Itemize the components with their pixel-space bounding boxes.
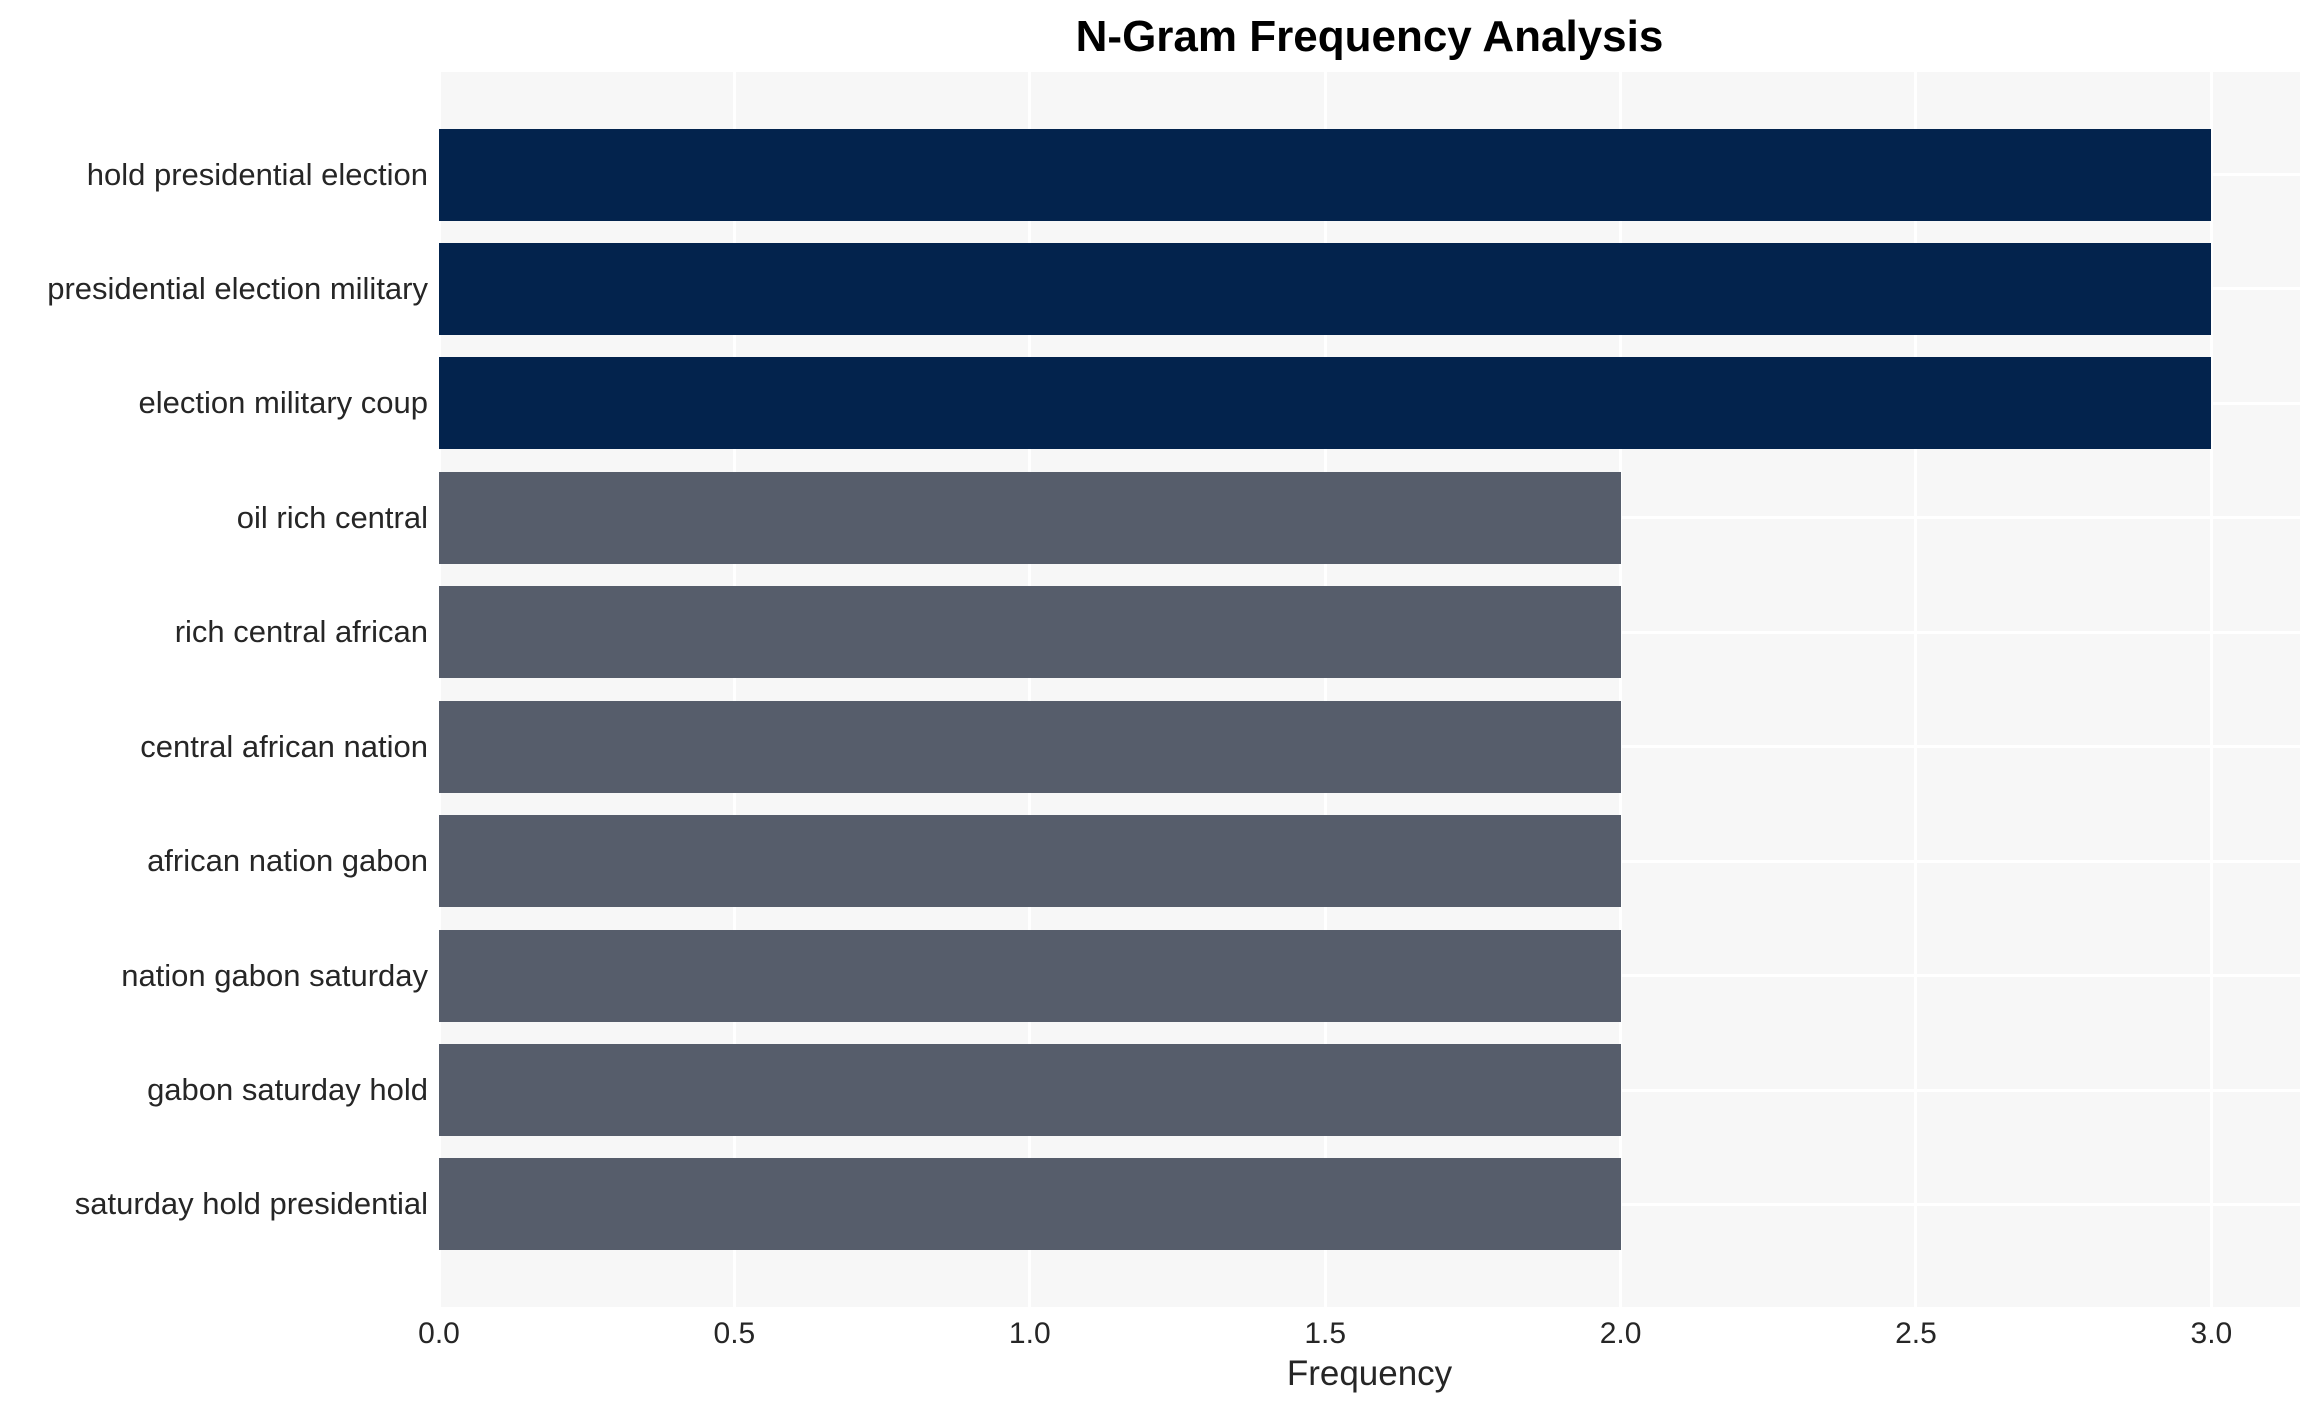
x-tick-label: 3.0	[2190, 1317, 2233, 1350]
y-tick-label: rich central african	[174, 614, 428, 650]
v-gridline	[732, 72, 736, 1307]
plot-area	[437, 72, 2300, 1307]
chart-title: N-Gram Frequency Analysis	[1075, 12, 1664, 61]
y-tick-label: hold presidential election	[86, 156, 428, 192]
y-tick-label: saturday hold presidential	[74, 1186, 428, 1222]
y-tick-label: presidential election military	[47, 270, 428, 306]
x-axis-title: Frequency	[1286, 1354, 1453, 1393]
v-gridline	[437, 72, 441, 1307]
x-tick-label: 0.5	[713, 1317, 756, 1350]
bar-hold-presidential-election	[439, 128, 2212, 221]
bar-nation-gabon-saturday	[439, 929, 1621, 1022]
y-tick-label: central african nation	[140, 728, 428, 764]
y-tick-label: african nation gabon	[147, 843, 428, 879]
bar-presidential-election-military	[439, 242, 2212, 335]
y-tick-label: election military coup	[138, 385, 428, 421]
y-tick-label: nation gabon saturday	[121, 957, 428, 993]
x-tick-label: 2.0	[1599, 1317, 1642, 1350]
bar-african-nation-gabon	[439, 815, 1621, 908]
bar-gabon-saturday-hold	[439, 1044, 1621, 1137]
v-gridline	[1323, 72, 1327, 1307]
x-tick-label: 1.0	[1008, 1317, 1051, 1350]
y-tick-label: oil rich central	[236, 499, 428, 535]
bar-election-military-coup	[439, 357, 2212, 450]
x-tick-label: 0.0	[418, 1317, 460, 1350]
v-gridline	[2209, 72, 2213, 1307]
bar-oil-rich-central	[439, 471, 1621, 564]
v-gridline	[1028, 72, 1032, 1307]
x-tick-label: 1.5	[1304, 1317, 1347, 1350]
bar-central-african-nation	[439, 700, 1621, 793]
y-tick-label: gabon saturday hold	[147, 1072, 428, 1108]
bar-rich-central-african	[439, 586, 1621, 679]
x-tick-label: 2.5	[1895, 1317, 1937, 1350]
v-gridline	[1619, 72, 1623, 1307]
bar-saturday-hold-presidential	[439, 1158, 1621, 1251]
v-gridline	[1914, 72, 1918, 1307]
